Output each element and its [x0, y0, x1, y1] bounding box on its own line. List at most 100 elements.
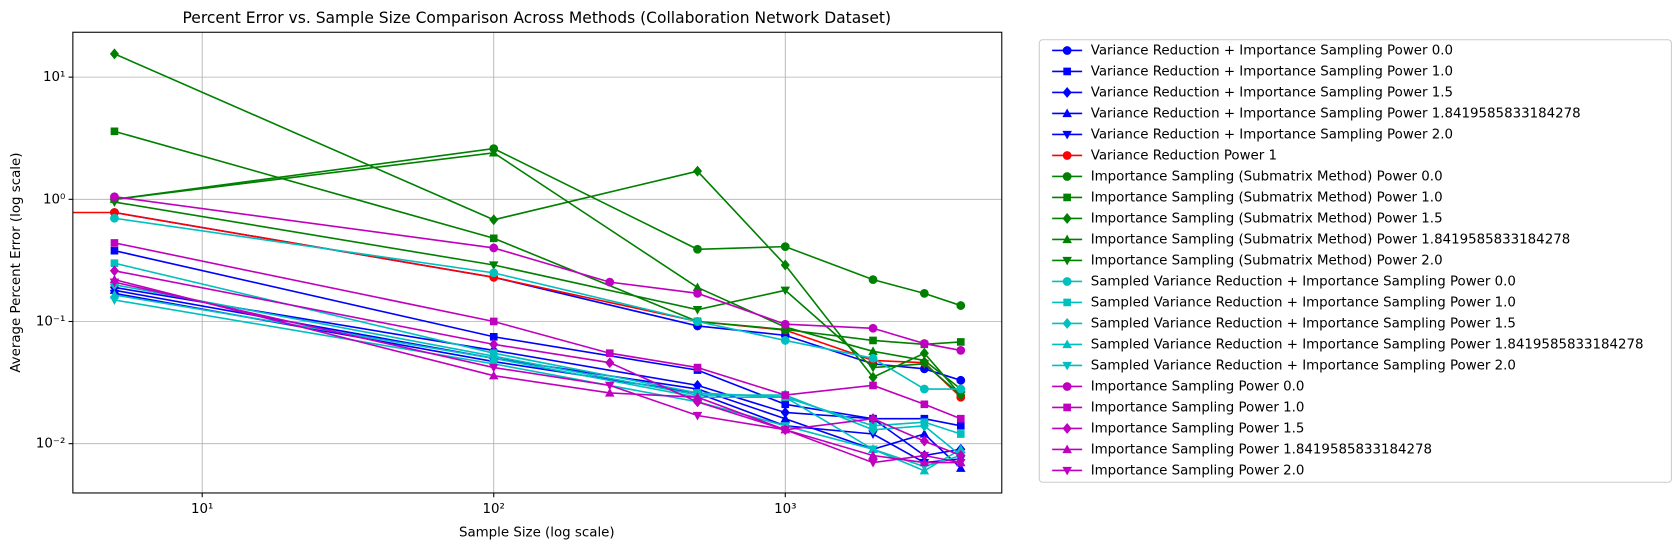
- data-point: [693, 363, 702, 372]
- legend-label: Importance Sampling (Submatrix Method) P…: [1091, 253, 1443, 268]
- series-line: [114, 152, 962, 390]
- data-point: [780, 426, 791, 435]
- data-point: [869, 336, 877, 345]
- data-point: [489, 243, 499, 253]
- grid: [72, 32, 1002, 493]
- data-point: [489, 214, 499, 226]
- y-tick-label: 10¹: [43, 70, 65, 85]
- legend-label: Sampled Variance Reduction + Importance …: [1091, 358, 1516, 373]
- data-point: [693, 244, 702, 254]
- legend-label: Importance Sampling Power 2.0: [1091, 463, 1305, 478]
- data-point: [869, 381, 877, 390]
- series-line: [114, 289, 962, 469]
- legend-box: [1038, 39, 1672, 483]
- legend-label: Variance Reduction + Importance Sampling…: [1091, 64, 1453, 79]
- legend-marker: [1062, 277, 1072, 286]
- data-point: [780, 259, 790, 271]
- legend-label: Variance Reduction + Importance Sampling…: [1091, 85, 1453, 100]
- legend-marker: [1062, 172, 1072, 181]
- data-point: [604, 381, 615, 391]
- data-point: [109, 296, 120, 305]
- legend-marker: [1062, 382, 1072, 391]
- data-point: [692, 392, 703, 401]
- legend-marker: [1062, 422, 1072, 434]
- x-tick-label: 10¹: [191, 502, 213, 517]
- data-point: [780, 286, 791, 296]
- data-point: [488, 147, 499, 157]
- data-point: [868, 275, 878, 285]
- y-tick-label: 10⁰: [43, 192, 65, 207]
- series-line: [114, 278, 961, 464]
- data-point: [956, 414, 965, 423]
- data-point: [693, 288, 702, 298]
- legend-label: Variance Reduction + Importance Sampling…: [1091, 43, 1453, 58]
- series-line: [114, 299, 962, 468]
- x-axis-label: Sample Size (log scale): [459, 526, 615, 541]
- legend-marker: [1062, 151, 1072, 160]
- data-point: [110, 127, 119, 136]
- legend-marker: [1062, 317, 1072, 329]
- data-point: [868, 445, 878, 455]
- data-point: [110, 239, 119, 247]
- data-point: [920, 400, 929, 409]
- series-line: [114, 217, 961, 390]
- plot-lines: [72, 48, 966, 475]
- data-point: [956, 422, 965, 430]
- legend-marker: [1062, 234, 1072, 244]
- data-point: [488, 261, 499, 270]
- data-point: [868, 353, 878, 363]
- series-line: [114, 211, 962, 382]
- legend-marker: [1062, 108, 1072, 118]
- data-point: [489, 338, 499, 350]
- data-point: [489, 317, 498, 326]
- data-point: [780, 319, 790, 329]
- data-point: [488, 363, 499, 373]
- legend-label: Importance Sampling (Submatrix Method) P…: [1091, 169, 1443, 184]
- data-point: [692, 411, 703, 421]
- data-point: [692, 306, 703, 315]
- legend-label: Sampled Variance Reduction + Importance …: [1091, 274, 1516, 289]
- data-point: [605, 357, 615, 369]
- legend-marker: [1063, 67, 1071, 76]
- legend-label: Importance Sampling Power 1.841958583318…: [1091, 442, 1432, 457]
- data-point: [956, 384, 966, 394]
- data-point: [604, 388, 615, 397]
- legend-marker: [1062, 46, 1072, 55]
- data-point: [956, 346, 966, 355]
- series-line: [114, 242, 962, 420]
- data-point: [692, 165, 703, 177]
- data-point: [605, 277, 615, 287]
- data-point: [919, 339, 929, 348]
- data-point: [489, 268, 499, 278]
- y-tick-label: 10⁻¹: [36, 314, 65, 329]
- data-point: [919, 435, 929, 447]
- chart-title: Percent Error vs. Sample Size Comparison…: [183, 9, 892, 27]
- data-point: [780, 413, 791, 423]
- legend-marker: [1062, 130, 1072, 140]
- legend-label: Importance Sampling (Submatrix Method) P…: [1091, 232, 1571, 247]
- plot-frame: [72, 31, 1003, 494]
- data-point: [956, 458, 966, 468]
- y-tick-label: 10⁻²: [36, 437, 65, 452]
- data-point: [919, 420, 929, 432]
- data-point: [780, 336, 790, 345]
- legend-marker: [1062, 361, 1072, 371]
- legend-label: Variance Reduction + Importance Sampling…: [1091, 106, 1581, 121]
- legend-marker: [1063, 298, 1071, 307]
- data-point: [919, 451, 930, 461]
- y-axis-label: Average Percent Error (log scale): [9, 153, 24, 373]
- series-line: [114, 195, 961, 352]
- data-point: [956, 375, 966, 385]
- data-point: [605, 349, 614, 358]
- x-tick-label: 10³: [774, 502, 796, 517]
- data-point: [110, 192, 119, 202]
- data-point: [781, 400, 790, 409]
- data-point: [868, 458, 878, 468]
- data-point: [868, 323, 878, 333]
- data-point: [956, 463, 966, 472]
- data-point: [110, 246, 119, 255]
- legend-marker: [1062, 256, 1072, 266]
- series-line: [114, 292, 961, 464]
